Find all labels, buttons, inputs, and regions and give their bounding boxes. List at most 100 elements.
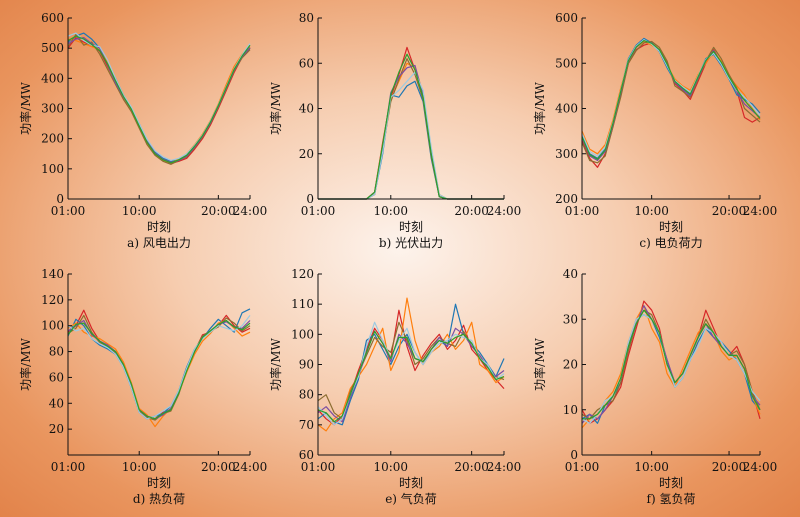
y-axis-label: 功率/MW: [532, 82, 547, 135]
x-tick-label: 01:00: [565, 460, 600, 474]
y-tick-label: 400: [41, 71, 64, 85]
x-tick-label: 24:00: [487, 204, 522, 218]
y-tick-label: 600: [41, 11, 64, 25]
series-line-6: [581, 314, 761, 424]
y-tick-label: 90: [299, 358, 314, 372]
series-line-3: [581, 305, 761, 429]
x-axis-label: 时刻: [399, 220, 423, 234]
y-tick-label: 200: [41, 132, 64, 146]
series-line-4: [67, 314, 251, 421]
y-tick-label: 100: [291, 327, 314, 341]
y-tick-label: 0: [306, 192, 314, 206]
x-tick-label: 20:00: [454, 460, 489, 474]
y-tick-label: 140: [41, 267, 64, 281]
series-line-4: [317, 321, 505, 420]
y-tick-label: 60: [299, 56, 314, 70]
y-tick-label: 600: [555, 11, 578, 25]
panel-caption: f) 氢负荷: [647, 491, 696, 506]
y-axis-label: 功率/MW: [532, 338, 547, 391]
y-tick-label: 120: [291, 267, 314, 281]
series-line-5: [318, 64, 504, 200]
x-tick-label: 10:00: [373, 460, 408, 474]
x-axis-label: 时刻: [659, 220, 683, 234]
y-tick-label: 0: [56, 192, 64, 206]
y-tick-label: 80: [299, 11, 314, 25]
y-tick-label: 80: [299, 388, 314, 402]
series-line-3: [67, 38, 251, 164]
y-tick-label: 60: [49, 370, 64, 384]
series-line-6: [318, 71, 504, 200]
x-tick-label: 20:00: [201, 204, 236, 218]
x-axis-label: 时刻: [147, 476, 171, 490]
panel-caption: c) 电负荷力: [639, 236, 702, 250]
x-tick-label: 10:00: [373, 204, 408, 218]
x-tick-label: 24:00: [743, 204, 778, 218]
x-axis-label: 时刻: [659, 476, 683, 490]
series-line-7: [67, 35, 251, 164]
x-tick-label: 01:00: [51, 204, 86, 218]
series-line-1: [318, 46, 504, 200]
x-axis-label: 时刻: [399, 476, 423, 490]
x-tick-label: 24:00: [233, 204, 268, 218]
y-tick-label: 100: [41, 319, 64, 333]
y-tick-label: 200: [555, 192, 578, 206]
y-tick-label: 60: [299, 448, 314, 462]
series-line-3: [317, 297, 505, 432]
x-tick-label: 10:00: [122, 460, 157, 474]
x-tick-label: 24:00: [487, 460, 522, 474]
series-line-7: [317, 330, 505, 423]
y-tick-label: 0: [570, 448, 578, 462]
series-line-7: [582, 309, 761, 420]
x-tick-label: 24:00: [743, 460, 778, 474]
series-line-5: [67, 319, 251, 420]
x-tick-label: 01:00: [565, 204, 600, 218]
panel-caption: b) 光伏出力: [379, 236, 443, 250]
y-tick-label: 300: [41, 102, 64, 116]
x-axis-label: 时刻: [147, 220, 171, 234]
y-tick-label: 80: [49, 345, 64, 359]
x-tick-label: 20:00: [712, 460, 747, 474]
x-tick-label: 20:00: [454, 204, 489, 218]
y-tick-label: 20: [299, 147, 314, 161]
series-line-4: [318, 58, 504, 200]
series-line-2: [581, 314, 761, 424]
x-tick-label: 24:00: [233, 460, 268, 474]
y-tick-label: 110: [291, 297, 314, 311]
y-tick-label: 500: [41, 41, 64, 55]
y-tick-label: 120: [41, 293, 64, 307]
x-tick-label: 20:00: [201, 460, 236, 474]
x-tick-label: 01:00: [301, 460, 336, 474]
panel-caption: d) 热负荷: [133, 492, 185, 506]
x-tick-label: 10:00: [634, 204, 669, 218]
y-axis-label: 功率/MW: [18, 82, 33, 135]
series-line-6: [317, 321, 505, 426]
x-tick-label: 01:00: [51, 460, 86, 474]
y-tick-label: 20: [563, 358, 578, 372]
series-line-1: [581, 300, 761, 424]
series-line-2: [67, 308, 251, 420]
series-line-6: [67, 315, 251, 420]
series-line-5: [317, 327, 505, 423]
series-line-1: [67, 309, 251, 420]
y-tick-label: 400: [555, 102, 578, 116]
y-axis-label: 功率/MW: [268, 82, 283, 135]
x-tick-label: 10:00: [122, 204, 157, 218]
y-tick-label: 100: [41, 162, 64, 176]
series-line-1: [581, 42, 761, 168]
y-axis-label: 功率/MW: [268, 338, 283, 391]
y-tick-label: 300: [555, 147, 578, 161]
y-axis-label: 功率/MW: [18, 338, 33, 391]
series-line-3: [67, 319, 251, 428]
series-line-7: [581, 39, 761, 160]
y-tick-label: 30: [563, 312, 578, 326]
series-line-1: [67, 36, 251, 164]
panel-caption: a) 风电出力: [127, 236, 191, 250]
y-tick-label: 20: [49, 422, 64, 436]
